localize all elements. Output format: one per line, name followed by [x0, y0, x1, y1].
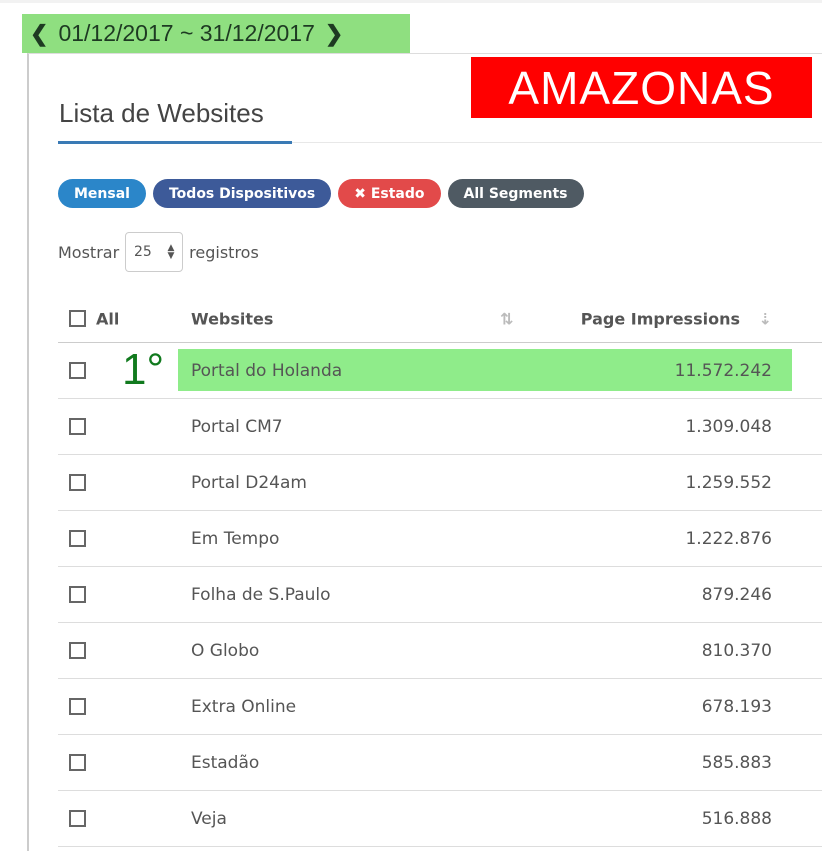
table-row[interactable]: Em Tempo 1.222.876 [58, 511, 822, 567]
website-name[interactable]: Portal D24am [191, 472, 307, 493]
sort-desc-icon[interactable]: ⇣ [758, 309, 772, 328]
table-header: All Websites ⇅ Page Impressions ⇣ [58, 295, 822, 343]
page-impressions: 810.370 [701, 640, 772, 661]
page-impressions: 585.883 [701, 752, 772, 773]
table-row[interactable]: 1° Portal do Holanda 11.572.242 [58, 343, 822, 399]
row-checkbox[interactable] [69, 417, 86, 435]
row-checkbox[interactable] [69, 753, 86, 771]
table-row[interactable]: Folha de S.Paulo 879.246 [58, 567, 822, 623]
page-length-value: 25 [133, 244, 152, 260]
website-name[interactable]: Extra Online [191, 696, 297, 717]
divider [292, 142, 822, 143]
table-row[interactable]: Veja 516.888 [58, 791, 822, 847]
page-impressions: 879.246 [701, 584, 772, 605]
sort-icon[interactable]: ⇅ [500, 309, 514, 328]
filter-pill[interactable]: ✖ Estado [338, 179, 441, 208]
page-impressions: 678.193 [701, 696, 772, 717]
row-checkbox[interactable] [69, 697, 86, 715]
page-length-control: Mostrar 25 ▲ ▼ registros [58, 232, 259, 272]
rank-label: 1° [122, 345, 165, 394]
filter-pill[interactable]: Todos Dispositivos [152, 179, 332, 208]
date-range-selector: ❮ 01/12/2017 ~ 31/12/2017 ❯ [22, 14, 410, 53]
table-row[interactable]: Extra Online 678.193 [58, 679, 822, 735]
top-border [0, 0, 822, 3]
row-highlight [178, 349, 792, 391]
impressions-header[interactable]: Page Impressions [580, 309, 740, 328]
filter-pill[interactable]: All Segments [447, 179, 584, 208]
page-title: Lista de Websites [59, 98, 264, 128]
state-badge: AMAZONAS [471, 57, 812, 118]
website-name[interactable]: Em Tempo [191, 528, 280, 549]
website-name[interactable]: Estadão [191, 752, 260, 773]
websites-panel [27, 53, 822, 851]
row-checkbox[interactable] [69, 585, 86, 603]
table-row[interactable]: Portal CM7 1.309.048 [58, 399, 822, 455]
title-underline [58, 141, 292, 144]
show-label: Mostrar [58, 242, 120, 262]
table-row[interactable]: O Globo 810.370 [58, 623, 822, 679]
filter-pill[interactable]: Mensal [58, 179, 146, 208]
select-all-checkbox[interactable] [69, 309, 86, 327]
website-name[interactable]: Portal CM7 [191, 416, 283, 437]
filter-pills: Mensal Todos Dispositivos ✖ Estado All Segm… [58, 179, 584, 208]
website-name[interactable]: O Globo [191, 640, 260, 661]
row-checkbox[interactable] [69, 473, 86, 491]
row-checkbox[interactable] [69, 809, 86, 827]
website-name[interactable]: Portal do Holanda [191, 360, 343, 381]
records-label: registros [189, 242, 259, 262]
updown-icon: ▲ ▼ [167, 243, 175, 261]
websites-header[interactable]: Websites [191, 309, 274, 328]
row-checkbox[interactable] [69, 529, 86, 547]
table-row[interactable]: Estadão 585.883 [58, 735, 822, 791]
row-checkbox[interactable] [69, 361, 86, 379]
page-impressions: 1.222.876 [685, 528, 772, 549]
row-checkbox[interactable] [69, 641, 86, 659]
page-impressions: 516.888 [701, 808, 772, 829]
all-label: All [96, 309, 120, 328]
page-impressions: 1.309.048 [685, 416, 772, 437]
website-name[interactable]: Veja [191, 808, 227, 829]
page-impressions: 1.259.552 [685, 472, 772, 493]
page-impressions: 11.572.242 [674, 360, 772, 381]
page-length-select[interactable]: 25 ▲ ▼ [125, 232, 184, 272]
date-range-label[interactable]: 01/12/2017 ~ 31/12/2017 [58, 20, 315, 46]
chevron-left-icon[interactable]: ❮ [30, 20, 49, 46]
table-row[interactable]: Portal D24am 1.259.552 [58, 455, 822, 511]
website-name[interactable]: Folha de S.Paulo [191, 584, 331, 605]
chevron-right-icon[interactable]: ❯ [324, 20, 344, 46]
websites-table: All Websites ⇅ Page Impressions ⇣ 1° Port… [58, 295, 822, 847]
